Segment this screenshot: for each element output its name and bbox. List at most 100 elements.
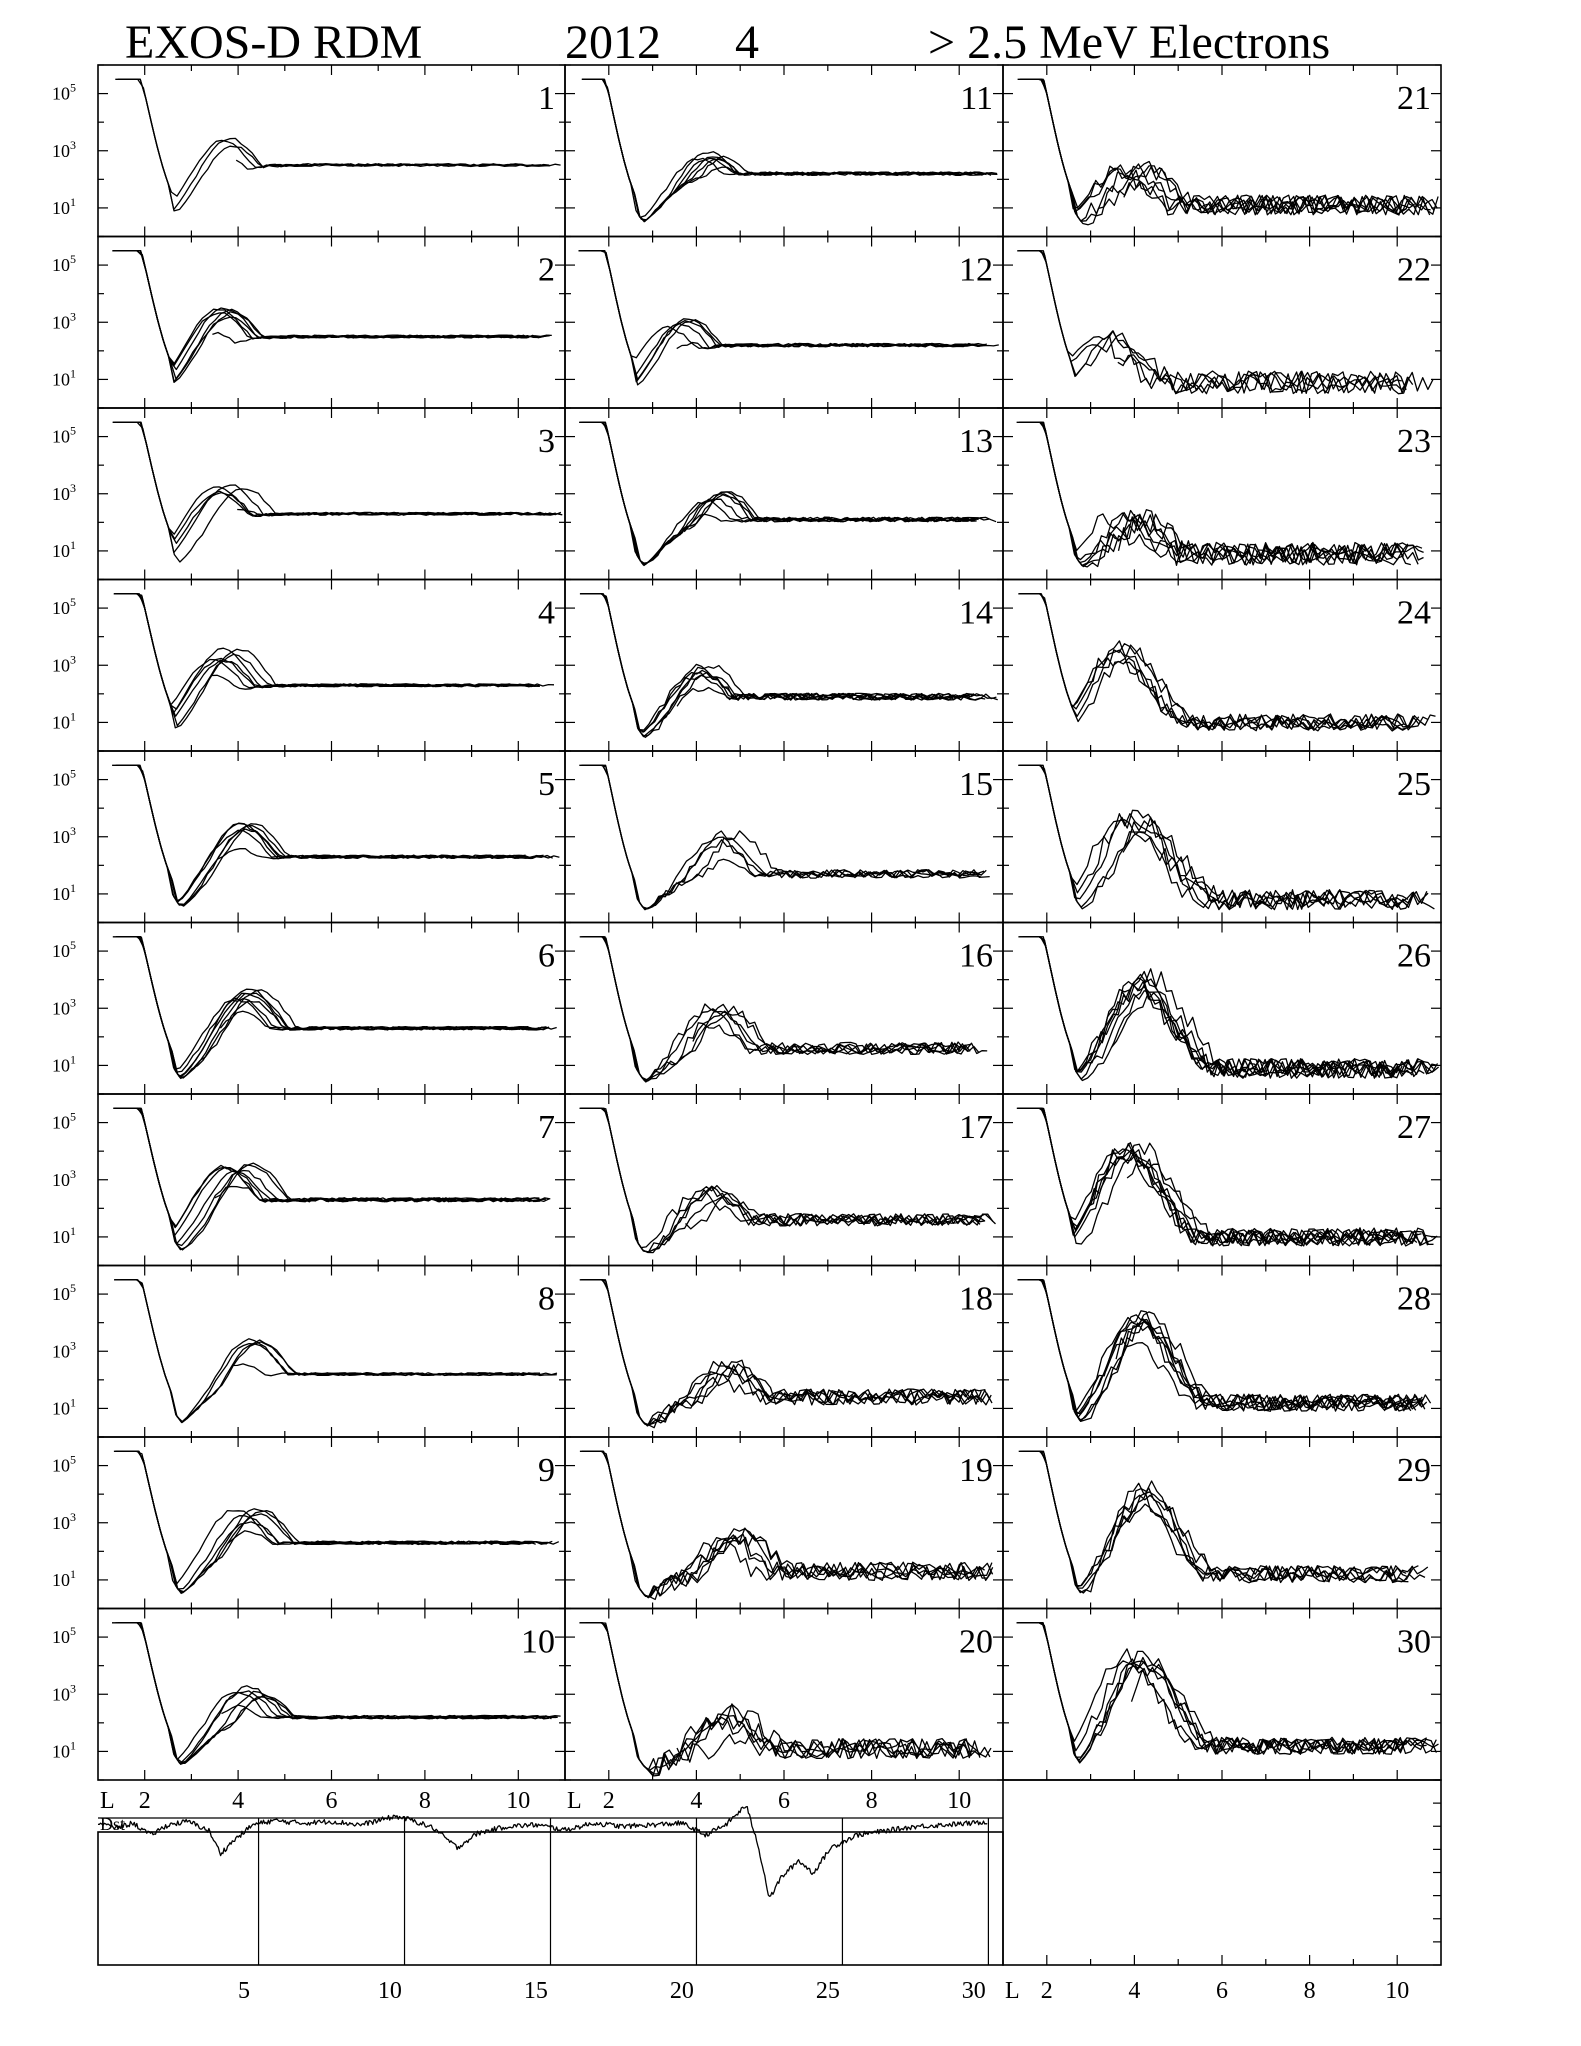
day-panel-20: 20: [564, 1607, 1004, 1781]
day-label-14: 14: [959, 595, 993, 632]
y-tick-label: 101: [52, 709, 76, 732]
flux-profile-curve: [584, 1279, 980, 1427]
flux-profile-curve: [217, 848, 526, 860]
flux-profile-curve: [116, 764, 538, 907]
y-tick-exponent: 5: [70, 252, 76, 266]
day-panel-17: 17: [564, 1093, 1004, 1267]
flux-profile-curve: [1110, 992, 1438, 1079]
flux-profile-curve: [115, 1107, 531, 1251]
flux-profile-curve: [1017, 250, 1407, 395]
day-label-18: 18: [959, 1281, 993, 1318]
day-panel-3: 105 103 101 3: [52, 407, 566, 581]
flux-profile-curve: [582, 593, 982, 739]
panel-frame: [564, 1264, 1004, 1438]
flux-profile-curve: [1124, 661, 1414, 732]
flux-profile-curve: [1023, 1622, 1439, 1755]
day-label-15: 15: [959, 766, 993, 803]
day-label-30: 30: [1397, 1624, 1431, 1661]
flux-profile-curve: [1023, 936, 1434, 1080]
flux-profile-curve: [119, 250, 530, 380]
flux-profile-curve: [583, 250, 999, 376]
y-tick-exponent: 1: [70, 881, 76, 895]
flux-profile-curve: [580, 593, 970, 731]
day-panel-21: 21: [1002, 64, 1442, 238]
y-tick-exponent: 5: [70, 1281, 76, 1295]
day-label-5: 5: [538, 766, 555, 803]
flux-profile-curve: [121, 593, 537, 727]
panel-frame: [97, 1093, 566, 1267]
flux-profile-curve: [116, 764, 560, 905]
dst-curve: [97, 1806, 988, 1897]
panel-frame: [564, 64, 1004, 238]
y-tick-exponent: 3: [70, 138, 76, 152]
y-tick-label: 103: [52, 1338, 76, 1361]
flux-profile-curve: [681, 858, 987, 884]
y-tick-exponent: 1: [70, 1567, 76, 1581]
flux-profile-curve: [584, 936, 969, 1081]
day-label-17: 17: [959, 1109, 993, 1146]
x-axis-label: L: [567, 1788, 582, 1814]
y-tick-label: 105: [52, 1453, 76, 1476]
flux-profile-curve: [581, 78, 998, 222]
flux-profile-curve: [120, 1279, 541, 1424]
x-tick-label: 4: [690, 1788, 702, 1814]
day-panel-10: 105 103 101 10: [52, 1607, 566, 1781]
flux-profile-curve: [581, 1450, 977, 1601]
flux-profile-curve: [1018, 421, 1409, 567]
flux-profile-curve: [221, 1704, 558, 1720]
flux-profile-curve: [119, 1622, 557, 1765]
panel-frame: [97, 750, 566, 924]
y-tick-label: 103: [52, 1510, 76, 1533]
panel-frame: [1002, 1607, 1442, 1781]
day-label-22: 22: [1397, 252, 1431, 289]
flux-profile-curve: [113, 1450, 535, 1595]
day-label-27: 27: [1397, 1109, 1431, 1146]
flux-profile-curve: [1023, 78, 1408, 222]
y-tick-label: 103: [52, 1167, 76, 1190]
flux-profile-curve: [231, 1363, 541, 1377]
y-tick-exponent: 5: [70, 1110, 76, 1124]
flux-profile-curve: [582, 421, 977, 566]
flux-profile-curve: [112, 1622, 550, 1764]
flux-profile-curve: [120, 1622, 552, 1763]
flux-profile-curve: [115, 936, 548, 1079]
panel-frame: [1002, 1264, 1442, 1438]
flux-profile-curve: [1122, 831, 1408, 910]
flux-profile-curve: [579, 936, 980, 1082]
flux-profile-curve: [1115, 1337, 1417, 1412]
panel-frame: [97, 921, 566, 1095]
flux-profile-curve: [1117, 354, 1434, 394]
panel-frame: [97, 1436, 566, 1610]
flux-profile-curve: [1018, 593, 1429, 732]
flux-profile-curve: [1024, 936, 1420, 1082]
y-tick-label: 101: [52, 1738, 76, 1761]
flux-profile-curve: [115, 1622, 531, 1761]
flux-profile-curve: [115, 764, 525, 903]
flux-profile-curve: [578, 250, 984, 359]
flux-profile-curve: [1020, 250, 1410, 395]
flux-profile-curve: [112, 764, 544, 906]
flux-profile-curve: [116, 1450, 538, 1593]
flux-profile-curve: [1019, 593, 1404, 732]
day-label-25: 25: [1397, 766, 1431, 803]
flux-profile-curve: [117, 78, 550, 211]
flux-profile-curve: [581, 593, 997, 733]
flux-profile-curve: [582, 421, 977, 565]
flux-profile-curve: [116, 593, 555, 715]
flux-profile-curve: [112, 421, 556, 563]
panel-frame: [97, 407, 566, 581]
y-tick-exponent: 5: [70, 1624, 76, 1638]
day-panel-19: 19: [564, 1436, 1004, 1610]
flux-profile-curve: [114, 1107, 541, 1228]
y-tick-label: 103: [52, 138, 76, 161]
day-panel-5: 105 103 101 5: [52, 750, 566, 924]
flux-profile-curve: [112, 250, 550, 384]
flux-profile-curve: [115, 1450, 553, 1585]
day-label-6: 6: [538, 938, 555, 975]
flux-profile-curve: [579, 593, 975, 737]
flux-profile-curve: [1019, 764, 1409, 911]
y-tick-label: 101: [52, 1052, 76, 1075]
y-tick-exponent: 1: [70, 1738, 76, 1752]
y-tick-exponent: 5: [70, 595, 76, 609]
flux-profile-curve: [585, 1107, 996, 1253]
